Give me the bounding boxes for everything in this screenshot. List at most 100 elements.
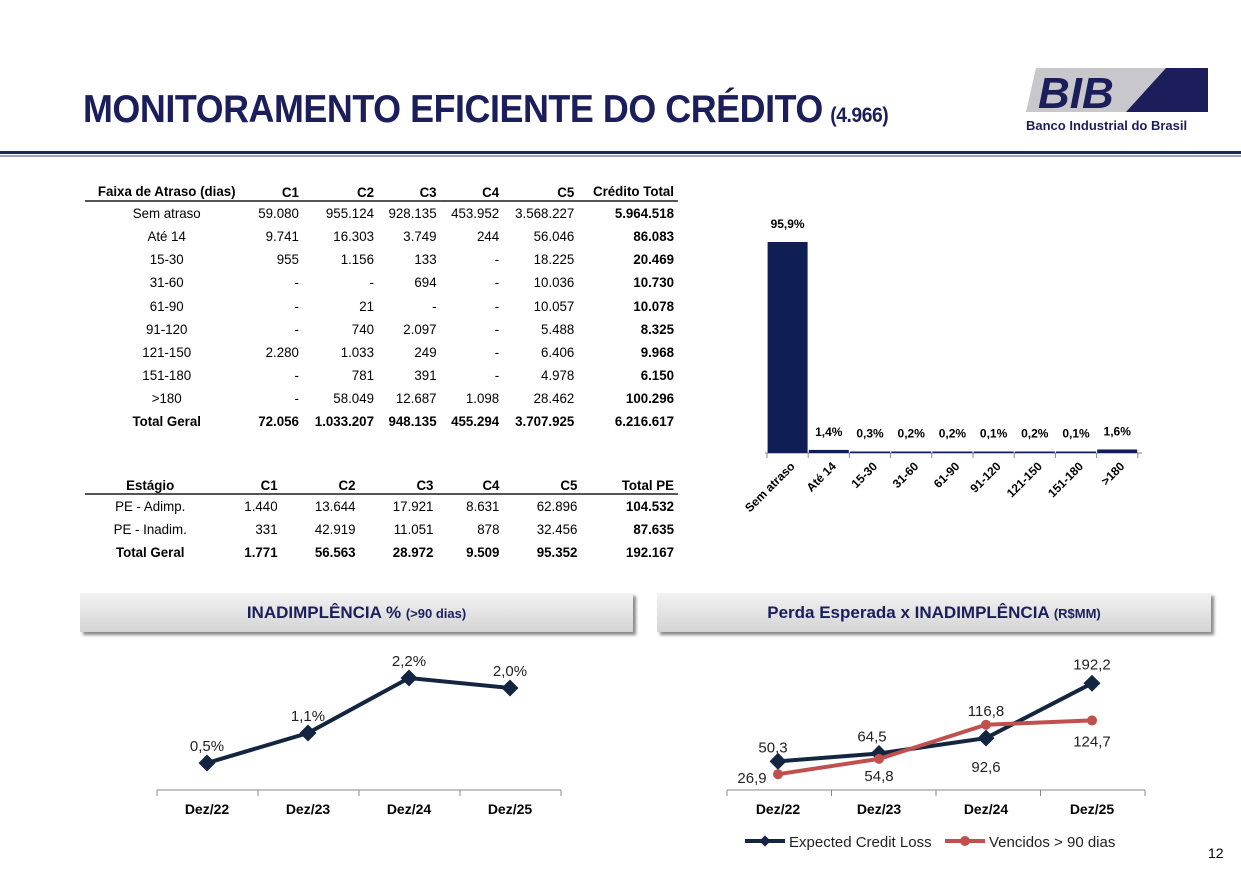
x-tick-label: 91-120: [967, 459, 1004, 496]
table-cell: 6.406: [540, 343, 575, 360]
data-point: [400, 669, 418, 687]
table-row: PE - Inadim. 331 42.919 11.051 878 32.456 87.6…: [85, 517, 678, 540]
data-label: 2,0%: [493, 663, 527, 680]
svg-text:Banco Industrial do Brasil: Banco Industrial do Brasil: [1026, 118, 1187, 133]
table-cell: 59.080: [258, 205, 299, 222]
data-label: 1,6%: [1104, 424, 1132, 438]
table-cell: 87.635: [633, 520, 674, 537]
data-point: [981, 719, 991, 730]
table-row: 121-150 2.280 1.033 249 - 6.406 9.968: [85, 340, 678, 363]
bib-logo: BIB Banco Industrial do Brasil: [1026, 68, 1208, 133]
data-label: 1,1%: [291, 708, 325, 725]
table-cell: 151-180: [142, 367, 192, 384]
table-cell: 58.049: [333, 390, 374, 407]
table-cell: 95.352: [536, 544, 578, 561]
table-cell: -: [494, 367, 500, 384]
table-row: 31-60 - - 694 - 10.036 10.730: [85, 271, 678, 294]
data-label: 64,5: [857, 729, 886, 746]
panel-title: INADIMPLÊNCIA %: [246, 603, 402, 622]
data-label: 0,1%: [1062, 427, 1090, 441]
table-cell: -: [294, 367, 299, 384]
header-row: Faixa de Atraso (dias) C1 C2 C3 C4 C5 Crédito …: [85, 178, 678, 202]
table-cell: -: [494, 297, 500, 314]
table-cell: 8.631: [466, 498, 500, 515]
data-label: 50,3: [758, 739, 787, 756]
table-cell: -: [369, 274, 374, 291]
table-cell: Sem atraso: [132, 205, 201, 222]
data-label: 0,2%: [939, 427, 967, 441]
table-cell: 2.280: [265, 343, 299, 360]
table-cell: 86.083: [633, 227, 674, 244]
table-row: 151-180 - 781 391 - 4.978 6.150: [85, 364, 678, 387]
data-point: [299, 724, 317, 742]
panel-title: Perda Esperada x INADIMPLÊNCIA: [767, 603, 1050, 622]
legend-marker: [960, 836, 970, 846]
column-header: C1: [260, 477, 278, 494]
column-header: C3: [419, 184, 437, 201]
table-cell: 28.972: [392, 544, 434, 561]
table-cell: 10.730: [633, 274, 674, 291]
table-cell: 28.462: [533, 390, 575, 407]
x-tick-label: 15-30: [849, 459, 881, 491]
table-cell: 455.294: [451, 413, 500, 430]
data-label: 0,3%: [856, 427, 884, 441]
series-line: [777, 718, 1093, 777]
bar: [808, 449, 849, 453]
table-cell: 13.644: [314, 498, 356, 515]
table-row: 15-30 955 1.156 133 - 18.225 20.469: [85, 248, 678, 271]
table-cell: 17.921: [392, 498, 434, 515]
table-cell: 1.098: [465, 390, 500, 407]
table-cell: 5.488: [540, 320, 575, 337]
x-tick-label: Sem atraso: [742, 459, 798, 515]
panel-subtitle: (>90 dias): [405, 606, 467, 621]
table-cell: 391: [414, 367, 437, 384]
table-cell: 2.097: [403, 320, 437, 337]
table-row: 61-90 - 21 - - 10.057 10.078: [85, 294, 678, 317]
table-cell: 20.469: [633, 251, 674, 268]
bar: [1056, 451, 1096, 453]
table-cell: 878: [477, 520, 500, 537]
table-cell: >180: [151, 390, 182, 407]
table-row: >180 - 58.049 12.687 1.098 28.462 100.296: [85, 387, 678, 410]
table-cell: 56.563: [314, 544, 356, 561]
data-point: [977, 729, 995, 747]
table-cell: 12.687: [395, 390, 437, 407]
column-header: C2: [338, 477, 356, 494]
data-label: 26,9: [737, 770, 766, 787]
panel-subtitle: (R$MM): [1053, 606, 1101, 621]
data-point: [198, 754, 216, 772]
page-title: MONITORAMENTO EFICIENTE DO CRÉDITO (4.966…: [83, 88, 889, 132]
table-cell: 72.056: [258, 413, 299, 430]
table-row: PE - Adimp. 1.440 13.644 17.921 8.631 62.896 1…: [85, 494, 678, 517]
table-cell: 928.135: [388, 205, 437, 222]
table-cell: 9.968: [640, 343, 674, 360]
column-header: Crédito Total: [592, 183, 674, 200]
data-label: 1,4%: [815, 425, 843, 439]
table-row: Total Geral 1.771 56.563 28.972 9.509 95.352 1…: [85, 541, 678, 564]
series-line: [777, 681, 1093, 764]
table-cell: 1.156: [340, 251, 374, 268]
credit-table: Faixa de Atraso (dias) C1 C2 C3 C4 C5 Crédito …: [85, 178, 678, 433]
table-cell: 15-30: [149, 251, 184, 268]
data-point: [1087, 715, 1097, 726]
table-cell: 1.440: [244, 498, 278, 515]
table-cell: 1.033.207: [314, 413, 374, 430]
table-cell: 11.051: [393, 520, 434, 537]
table-cell: 331: [255, 520, 278, 537]
table-cell: -: [432, 297, 437, 314]
table-cell: 948.135: [388, 413, 437, 430]
bar: [850, 451, 890, 453]
svg-text:BIB: BIB: [1038, 69, 1114, 118]
table-cell: PE - Inadim.: [113, 520, 187, 537]
bar: [891, 451, 932, 453]
data-label: 54,8: [864, 768, 893, 785]
table-cell: 3.749: [403, 227, 437, 244]
table-row: Total Geral 72.056 1.033.207 948.135 455.294…: [85, 410, 678, 433]
x-tick-label: Dez/24: [387, 801, 432, 817]
table-cell: 694: [414, 274, 437, 291]
table-cell: -: [294, 320, 299, 337]
header-row: Estágio C1 C2 C3 C4 C5 Total PE: [85, 471, 678, 495]
table-cell: 10.057: [533, 297, 575, 314]
table-cell: 16.303: [333, 227, 374, 244]
bar: [973, 451, 1014, 453]
